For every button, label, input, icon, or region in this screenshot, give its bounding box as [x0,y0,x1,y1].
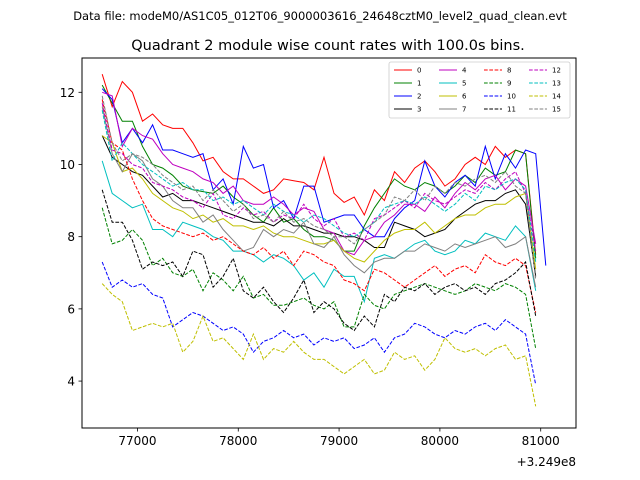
x-tick-label: 79000 [320,434,358,448]
legend-label-5: 5 [462,80,466,88]
series-line-2 [101,88,547,266]
series-line-5 [101,160,537,304]
series-line-13 [101,110,537,263]
legend-frame [388,61,571,119]
series-line-4 [102,91,537,256]
x-tick-label: 77000 [118,434,156,448]
legend-label-8: 8 [507,67,511,75]
legend-label-3: 3 [417,106,421,114]
legend-label-9: 9 [507,80,511,88]
series-line-7 [101,106,537,288]
series-line-3 [101,135,537,277]
legend-label-1: 1 [417,80,421,88]
series-line-14 [101,283,537,407]
series-line-12 [101,102,537,252]
legend-label-13: 13 [552,80,561,88]
series-layer [101,74,547,407]
series-line-10 [101,261,537,385]
data-file-label: Data file: modeM0/AS1C05_012T06_90000036… [73,9,567,23]
legend-label-12: 12 [552,67,561,75]
x-offset-label: +3.249e8 [517,455,576,469]
legend-label-7: 7 [462,106,466,114]
legend-label-10: 10 [507,93,516,101]
series-line-11 [101,189,537,332]
series-line-9 [101,207,537,349]
series-line-15 [101,95,537,281]
y-tick-label: 8 [67,230,75,244]
y-tick-label: 6 [67,302,75,316]
legend-label-15: 15 [552,106,561,114]
series-line-6 [101,135,537,270]
legend-label-14: 14 [552,93,561,101]
x-tick-label: 80000 [421,434,459,448]
x-tick-label: 78000 [219,434,257,448]
legend-label-4: 4 [462,67,467,75]
series-line-0 [101,74,537,255]
legend-label-0: 0 [417,67,421,75]
x-tick-label: 81000 [522,434,560,448]
axis-ticks: 77000 78000 79000 80000 81000 4 6 8 10 12 [60,86,560,448]
legend-label-11: 11 [507,106,516,114]
series-line-8 [101,99,537,313]
legend-label-2: 2 [417,93,421,101]
y-tick-label: 10 [60,158,75,172]
plot-frame [81,57,577,429]
chart-title: Quadrant 2 module wise count rates with … [131,38,525,54]
legend-label-6: 6 [462,93,467,101]
y-tick-label: 12 [60,86,75,100]
y-tick-label: 4 [67,375,75,389]
